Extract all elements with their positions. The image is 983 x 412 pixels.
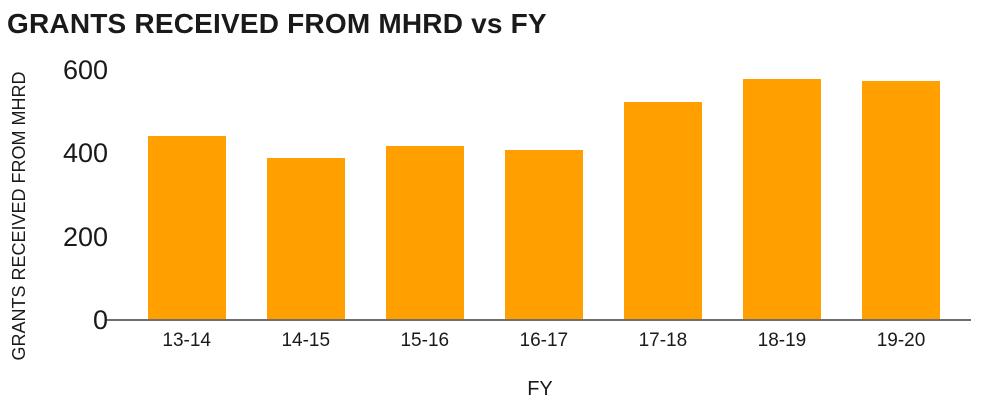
x-tick-label: 17-18: [638, 330, 688, 351]
x-tick-label: 18-19: [757, 330, 807, 351]
bar: [266, 158, 345, 321]
x-tick-label: 13-14: [162, 330, 211, 351]
y-tick-label: 400: [62, 138, 108, 169]
bar: [147, 136, 226, 321]
chart-title: GRANTS RECEIVED FROM MHRD vs FY: [7, 8, 547, 39]
x-tick-label: 14-15: [281, 330, 331, 351]
y-tick-label: 0: [92, 305, 108, 335]
y-tick-label: 200: [62, 221, 108, 252]
y-tick-label: 600: [62, 55, 108, 85]
bar: [862, 81, 940, 321]
bar: [385, 146, 464, 321]
bar: [623, 102, 702, 321]
x-tick-label: 16-17: [519, 330, 569, 351]
x-tick-label: 15-16: [400, 330, 450, 351]
plot-area: [110, 70, 971, 321]
x-axis-title: FY: [527, 378, 553, 400]
y-axis: 0 200 400 600: [0, 0, 108, 412]
bar: [504, 150, 583, 321]
x-tick-label: 19-20: [876, 330, 926, 351]
x-axis-line: [107, 319, 971, 321]
bar: [742, 79, 821, 321]
